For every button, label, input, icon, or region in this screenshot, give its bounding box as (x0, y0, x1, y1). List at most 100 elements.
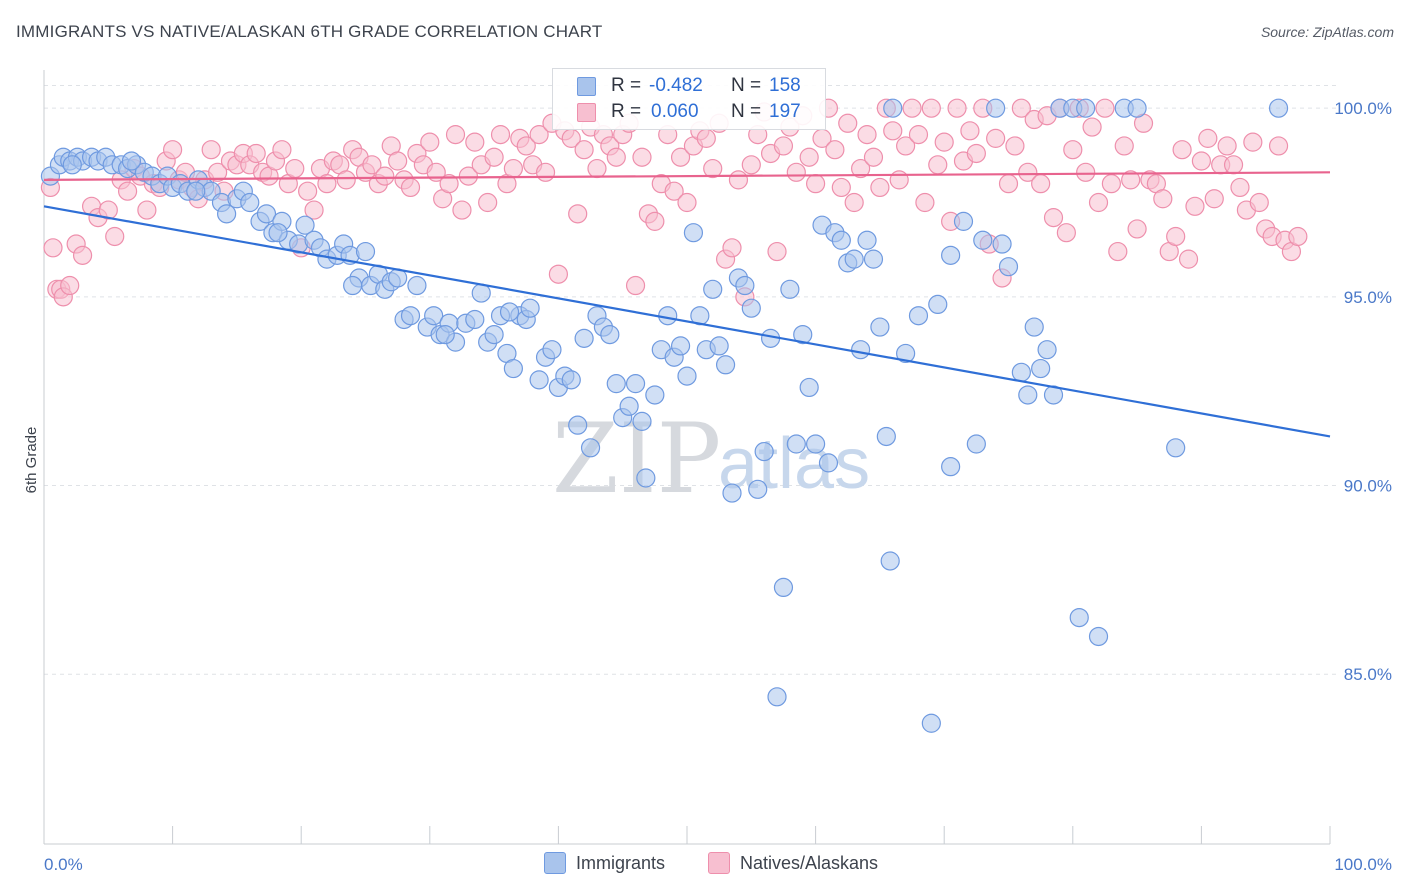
x-tick-label-min: 0.0% (44, 855, 83, 874)
data-point (201, 140, 221, 160)
data-point (439, 174, 459, 194)
data-point (400, 177, 421, 198)
data-point (1204, 189, 1224, 209)
data-point (400, 306, 421, 326)
data-point (542, 340, 562, 360)
data-point (1088, 626, 1109, 647)
data-point (355, 241, 376, 262)
data-point (973, 230, 993, 250)
data-point (452, 200, 472, 220)
data-point (632, 411, 652, 431)
data-point (503, 158, 523, 179)
stats-n-value: 197 (769, 101, 801, 122)
data-point (870, 177, 890, 198)
data-point (683, 223, 704, 243)
data-point (256, 204, 277, 224)
data-point (490, 125, 511, 145)
data-point (902, 98, 922, 118)
data-point (117, 181, 138, 201)
data-point (889, 170, 909, 190)
data-point (1018, 162, 1038, 182)
data-point (285, 158, 305, 179)
data-point (857, 125, 877, 145)
chart-title: IMMIGRANTS VS NATIVE/ALASKAN 6TH GRADE C… (16, 22, 603, 41)
stats-n-label: N = (731, 101, 762, 122)
y-tick-label: 90.0% (1344, 477, 1392, 496)
data-point (896, 136, 916, 156)
data-point (818, 453, 839, 473)
data-point (767, 687, 787, 707)
data-point (992, 234, 1012, 254)
data-point (786, 434, 806, 454)
data-point (121, 151, 142, 171)
data-point (883, 98, 903, 118)
stats-r-label: R = (611, 75, 642, 96)
data-point (670, 147, 691, 167)
data-point (780, 279, 800, 299)
legend-item-natives[interactable]: Natives/Alaskans (708, 852, 878, 874)
data-point (1166, 226, 1186, 247)
source-attribution: Source: ZipAtlas.com (1260, 24, 1394, 40)
data-point (503, 358, 523, 379)
data-point (998, 174, 1019, 194)
data-point (516, 136, 536, 156)
data-point (915, 192, 935, 213)
data-point (1018, 385, 1038, 405)
data-point (799, 147, 819, 167)
data-point (298, 181, 318, 201)
immigrants-points (40, 98, 1289, 733)
data-point (1031, 174, 1051, 194)
data-point (1121, 170, 1141, 190)
data-point (728, 170, 749, 190)
data-point (568, 204, 588, 224)
data-point (1243, 132, 1263, 152)
data-point (574, 140, 594, 160)
data-point (458, 166, 478, 186)
data-point (295, 215, 315, 235)
data-point (105, 226, 125, 247)
x-axis-ticks (43, 826, 1331, 844)
data-point (1172, 140, 1192, 160)
data-point (362, 155, 382, 175)
data-point (1011, 362, 1031, 382)
data-point (407, 275, 427, 296)
natives-legend-icon (708, 852, 730, 874)
data-point (709, 336, 729, 356)
data-point (72, 245, 93, 265)
data-point (304, 200, 324, 220)
legend-item-immigrants[interactable]: Immigrants (544, 852, 665, 874)
data-point (1217, 136, 1237, 156)
data-point (636, 468, 656, 488)
data-point (424, 306, 444, 326)
data-point (908, 306, 929, 326)
data-point (722, 238, 742, 258)
data-point (1011, 98, 1031, 118)
data-point (664, 181, 684, 201)
data-point (465, 309, 485, 330)
data-point (998, 257, 1019, 277)
data-point (1288, 226, 1308, 247)
data-point (1082, 117, 1102, 137)
stats-r-value: 0.060 (651, 101, 699, 122)
data-point (896, 343, 916, 364)
data-point (1191, 151, 1212, 171)
data-point (606, 147, 626, 167)
y-axis-tick-labels: 100.0% 95.0% 90.0% 85.0% (1334, 99, 1392, 684)
data-point (1037, 340, 1057, 360)
data-point (786, 162, 806, 182)
data-point (1024, 317, 1044, 337)
data-point (870, 317, 890, 337)
natives-trend-line (43, 171, 1331, 181)
data-point (966, 434, 986, 454)
data-point (876, 426, 896, 447)
data-point (1223, 155, 1244, 175)
data-point (186, 181, 206, 201)
data-point (1063, 140, 1083, 160)
data-point (851, 340, 871, 360)
data-point (953, 211, 974, 231)
stats-n-value: 158 (769, 75, 801, 96)
data-point (1178, 249, 1199, 269)
data-point (799, 377, 819, 398)
data-point (748, 479, 768, 499)
data-point (217, 204, 237, 224)
